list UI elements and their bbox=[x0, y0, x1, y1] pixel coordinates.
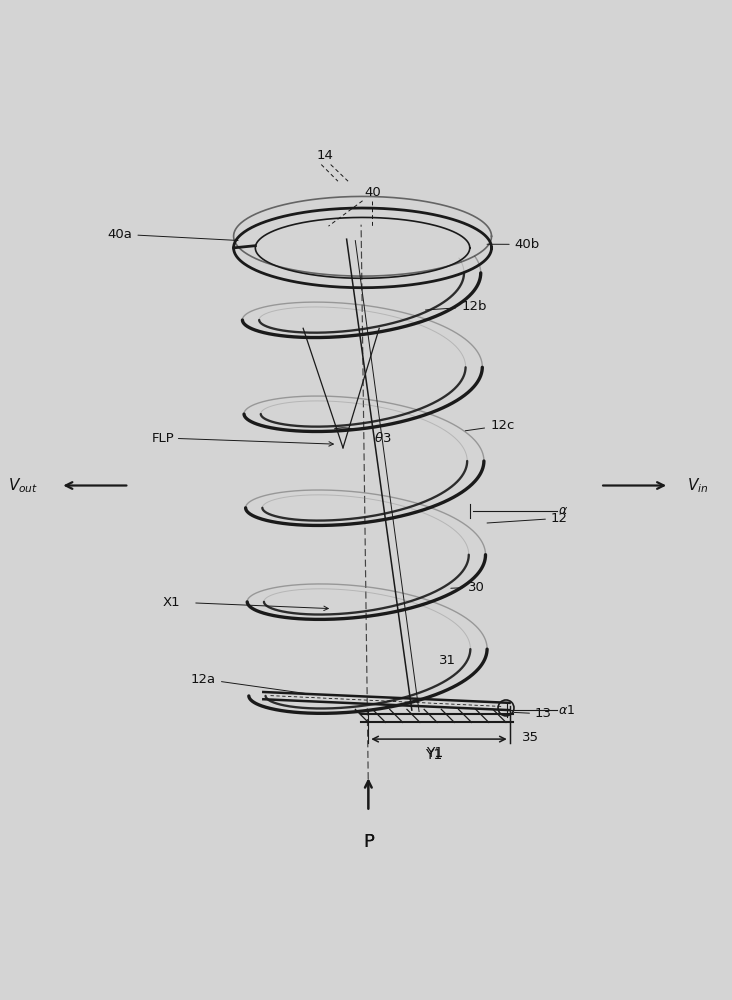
Text: 12c: 12c bbox=[466, 419, 515, 432]
Text: 12a: 12a bbox=[191, 673, 307, 694]
Text: $\theta$3: $\theta$3 bbox=[374, 431, 392, 445]
Text: 40a: 40a bbox=[108, 228, 238, 241]
Text: 13: 13 bbox=[514, 707, 552, 720]
Text: 30: 30 bbox=[451, 581, 485, 594]
Text: 40: 40 bbox=[365, 186, 381, 199]
Text: 12: 12 bbox=[487, 512, 568, 525]
Text: 12b: 12b bbox=[425, 300, 487, 313]
Text: X1: X1 bbox=[163, 596, 180, 609]
Text: P: P bbox=[363, 833, 374, 851]
Text: $\alpha$1: $\alpha$1 bbox=[559, 704, 575, 717]
Text: Y1: Y1 bbox=[425, 748, 442, 762]
Text: $\alpha$: $\alpha$ bbox=[559, 504, 568, 517]
Text: $V_{out}$: $V_{out}$ bbox=[9, 476, 39, 495]
Text: 14: 14 bbox=[316, 149, 333, 162]
Text: 31: 31 bbox=[439, 654, 456, 667]
Text: FLP: FLP bbox=[152, 432, 174, 445]
Text: 35: 35 bbox=[522, 731, 539, 744]
Text: $V_{in}$: $V_{in}$ bbox=[687, 476, 709, 495]
Text: 40b: 40b bbox=[487, 238, 540, 251]
Text: Y1: Y1 bbox=[426, 746, 444, 760]
Text: P: P bbox=[363, 833, 374, 851]
